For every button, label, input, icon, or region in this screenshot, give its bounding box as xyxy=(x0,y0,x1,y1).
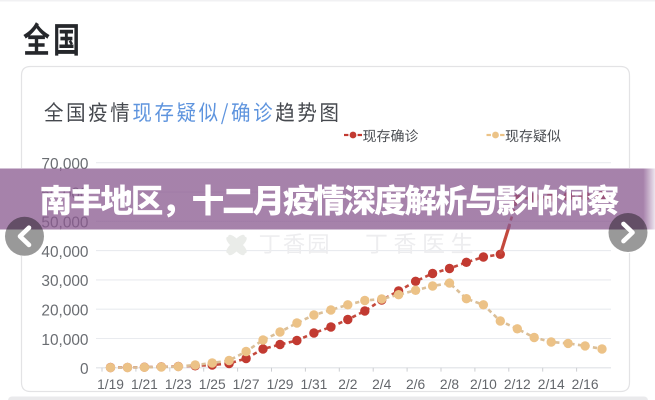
svg-text:2/10: 2/10 xyxy=(470,377,497,392)
svg-text:2/4: 2/4 xyxy=(372,377,392,392)
svg-text:1/21: 1/21 xyxy=(131,377,158,392)
svg-text:2/8: 2/8 xyxy=(440,377,460,392)
svg-text:1/23: 1/23 xyxy=(165,377,192,392)
svg-text:1/27: 1/27 xyxy=(233,377,260,392)
svg-text:30,000: 30,000 xyxy=(41,273,88,290)
svg-text:1/19: 1/19 xyxy=(97,377,124,392)
svg-text:40,000: 40,000 xyxy=(41,244,88,261)
svg-text:2/12: 2/12 xyxy=(504,377,531,392)
svg-text:1/31: 1/31 xyxy=(300,377,327,392)
svg-text:1/25: 1/25 xyxy=(199,377,226,392)
svg-text:2/16: 2/16 xyxy=(572,377,599,392)
svg-text:2/6: 2/6 xyxy=(406,377,426,392)
svg-text:10,000: 10,000 xyxy=(41,332,88,349)
svg-text:2/14: 2/14 xyxy=(538,377,565,392)
svg-text:1/29: 1/29 xyxy=(267,377,294,392)
svg-text:2/2: 2/2 xyxy=(338,377,357,392)
svg-text:20,000: 20,000 xyxy=(41,303,88,320)
svg-text:0: 0 xyxy=(80,361,89,378)
